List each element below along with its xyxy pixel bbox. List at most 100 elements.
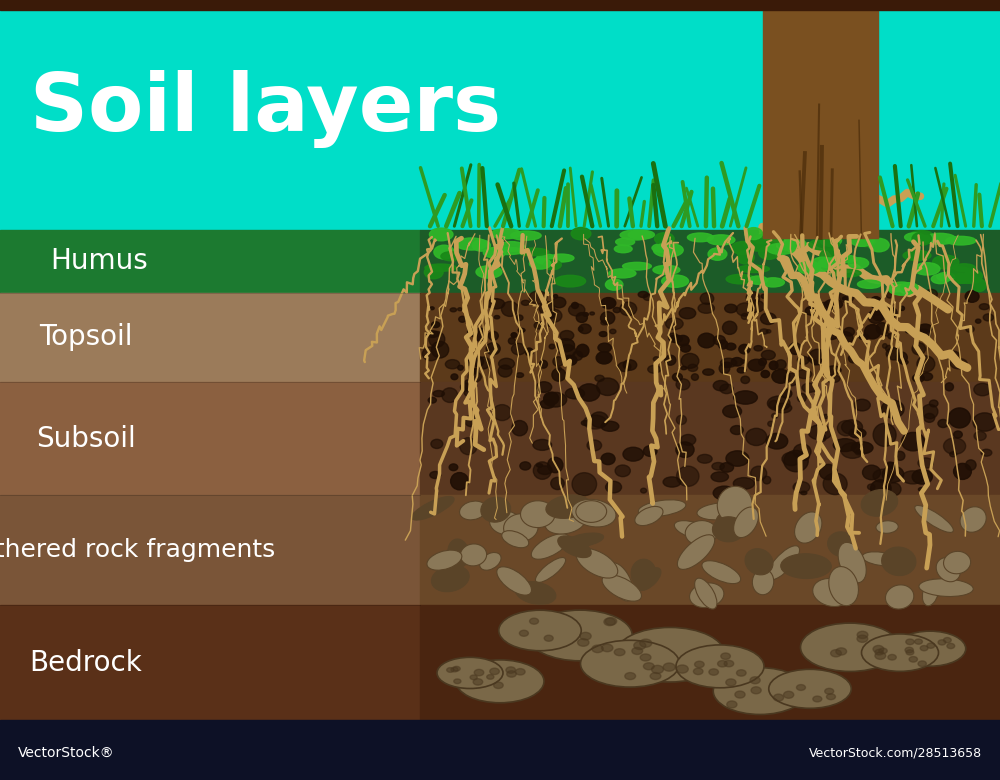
Ellipse shape — [818, 308, 826, 313]
Ellipse shape — [615, 627, 725, 682]
Ellipse shape — [535, 558, 566, 583]
Ellipse shape — [531, 534, 569, 559]
Ellipse shape — [833, 438, 857, 452]
Ellipse shape — [459, 316, 466, 322]
Ellipse shape — [502, 530, 529, 548]
Ellipse shape — [876, 521, 898, 534]
Ellipse shape — [498, 365, 512, 377]
Ellipse shape — [677, 535, 715, 569]
Ellipse shape — [494, 315, 500, 319]
Ellipse shape — [813, 579, 851, 607]
Bar — [420, 604, 1000, 722]
Ellipse shape — [431, 342, 449, 358]
Ellipse shape — [529, 291, 547, 304]
Ellipse shape — [493, 247, 523, 254]
Ellipse shape — [501, 301, 518, 317]
Ellipse shape — [748, 300, 764, 312]
Ellipse shape — [580, 640, 680, 687]
Ellipse shape — [886, 292, 893, 298]
Ellipse shape — [456, 238, 487, 250]
Ellipse shape — [453, 666, 460, 671]
Ellipse shape — [697, 503, 744, 520]
Ellipse shape — [950, 452, 957, 457]
Ellipse shape — [643, 663, 654, 670]
Ellipse shape — [653, 243, 683, 257]
Ellipse shape — [898, 357, 904, 363]
Ellipse shape — [922, 580, 939, 606]
Ellipse shape — [785, 239, 806, 248]
Ellipse shape — [545, 512, 585, 534]
Ellipse shape — [964, 270, 982, 282]
Ellipse shape — [516, 315, 523, 321]
Ellipse shape — [451, 473, 468, 490]
Ellipse shape — [565, 388, 585, 399]
Ellipse shape — [713, 381, 728, 391]
Ellipse shape — [546, 312, 554, 318]
Ellipse shape — [949, 351, 959, 358]
Ellipse shape — [927, 643, 935, 648]
Ellipse shape — [832, 255, 857, 263]
Ellipse shape — [613, 307, 621, 313]
Ellipse shape — [745, 548, 773, 575]
Bar — [0, 0, 1000, 10]
Ellipse shape — [915, 505, 953, 533]
Ellipse shape — [587, 440, 602, 451]
Ellipse shape — [534, 322, 543, 329]
Ellipse shape — [822, 414, 829, 418]
Ellipse shape — [881, 400, 904, 418]
Ellipse shape — [917, 356, 935, 372]
Ellipse shape — [796, 685, 805, 690]
Ellipse shape — [862, 634, 938, 672]
Ellipse shape — [490, 511, 521, 535]
Ellipse shape — [483, 247, 506, 258]
Ellipse shape — [766, 330, 771, 333]
Ellipse shape — [918, 661, 926, 667]
Ellipse shape — [653, 265, 680, 275]
Ellipse shape — [519, 630, 528, 636]
Ellipse shape — [813, 360, 817, 365]
Ellipse shape — [583, 313, 588, 316]
Ellipse shape — [511, 231, 541, 240]
Ellipse shape — [640, 639, 652, 647]
Ellipse shape — [572, 473, 597, 495]
Ellipse shape — [793, 481, 810, 493]
Ellipse shape — [472, 240, 490, 251]
Ellipse shape — [905, 233, 925, 242]
Ellipse shape — [949, 408, 970, 428]
Ellipse shape — [533, 439, 552, 450]
Ellipse shape — [805, 307, 818, 315]
Ellipse shape — [966, 460, 976, 470]
Ellipse shape — [741, 376, 750, 384]
Ellipse shape — [488, 332, 498, 340]
Ellipse shape — [759, 359, 766, 366]
Ellipse shape — [487, 675, 494, 679]
Ellipse shape — [702, 561, 741, 583]
Ellipse shape — [761, 370, 770, 378]
Ellipse shape — [716, 512, 743, 531]
Ellipse shape — [760, 329, 768, 334]
Ellipse shape — [557, 367, 561, 370]
Ellipse shape — [838, 332, 853, 344]
Ellipse shape — [960, 507, 986, 532]
Ellipse shape — [493, 405, 511, 420]
Text: Weathered rock fragments: Weathered rock fragments — [0, 538, 275, 562]
Bar — [0, 495, 420, 604]
Ellipse shape — [813, 696, 822, 702]
Ellipse shape — [741, 360, 745, 363]
Ellipse shape — [676, 379, 690, 390]
Ellipse shape — [925, 289, 937, 299]
Ellipse shape — [620, 230, 651, 240]
Ellipse shape — [618, 362, 631, 371]
Ellipse shape — [875, 650, 883, 655]
Ellipse shape — [781, 554, 831, 579]
Ellipse shape — [536, 254, 556, 264]
Ellipse shape — [610, 329, 616, 334]
Ellipse shape — [490, 668, 499, 675]
Ellipse shape — [769, 669, 851, 708]
Ellipse shape — [576, 344, 589, 357]
Ellipse shape — [767, 396, 790, 410]
Ellipse shape — [623, 262, 651, 270]
Ellipse shape — [544, 392, 559, 405]
Ellipse shape — [746, 428, 767, 445]
Ellipse shape — [477, 365, 481, 367]
